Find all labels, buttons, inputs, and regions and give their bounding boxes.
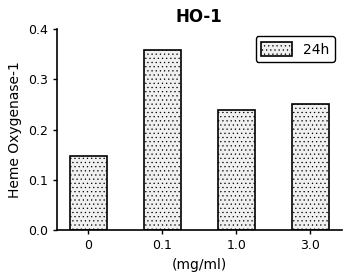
Y-axis label: Heme Oxygenase-1: Heme Oxygenase-1 — [8, 61, 22, 198]
X-axis label: (mg/ml): (mg/ml) — [172, 258, 227, 272]
Bar — [144, 50, 181, 230]
Title: HO-1: HO-1 — [176, 8, 223, 26]
Bar — [292, 104, 329, 230]
Bar — [70, 156, 107, 230]
Legend: 24h: 24h — [256, 36, 335, 62]
Bar — [218, 109, 255, 230]
